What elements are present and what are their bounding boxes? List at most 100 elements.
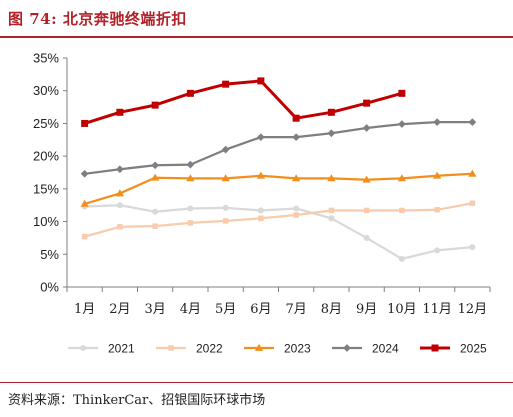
- data-point-2024: [433, 118, 441, 126]
- source-divider: [0, 382, 513, 383]
- data-point-2022: [117, 224, 123, 230]
- data-point-2023: [256, 171, 265, 179]
- series-2025: [81, 77, 406, 127]
- data-point-2021: [293, 205, 300, 212]
- legend-marker-2022: [168, 345, 174, 351]
- data-point-2024: [468, 118, 477, 126]
- data-point-2024: [186, 160, 195, 169]
- x-tick-label: 11月: [422, 302, 452, 317]
- data-point-2022: [81, 233, 88, 240]
- x-tick-label: 1月: [74, 302, 95, 317]
- data-point-2021: [116, 202, 123, 209]
- x-tick-label: 3月: [144, 302, 165, 317]
- data-point-2025: [363, 99, 371, 107]
- y-tick-label: 30%: [33, 83, 59, 98]
- data-point-2023: [362, 175, 371, 183]
- data-point-2021: [152, 208, 159, 215]
- series-2022: [81, 200, 476, 240]
- legend-marker-2024: [343, 344, 351, 352]
- data-point-2022: [293, 212, 299, 218]
- data-point-2024: [292, 133, 300, 142]
- data-point-2023: [292, 174, 301, 182]
- data-point-2023: [80, 199, 89, 207]
- data-point-2022: [258, 215, 264, 222]
- data-point-2021: [469, 244, 476, 251]
- data-point-2025: [116, 108, 124, 116]
- data-point-2024: [398, 120, 406, 128]
- series-line-2022: [84, 202, 473, 238]
- data-point-2021: [222, 204, 229, 211]
- data-point-2024: [80, 169, 89, 178]
- data-point-2024: [362, 124, 371, 132]
- data-point-2022: [363, 207, 370, 214]
- x-tick-label: 12月: [458, 302, 488, 317]
- data-point-2023: [397, 174, 406, 182]
- data-point-2021: [257, 207, 264, 214]
- data-point-2021: [398, 255, 405, 262]
- data-point-2022: [469, 200, 476, 207]
- x-tick-label: 10月: [387, 302, 417, 317]
- data-point-2021: [434, 247, 441, 254]
- legend-label-2022: 2022: [196, 342, 223, 356]
- y-tick-label: 5%: [40, 247, 59, 262]
- data-point-2025: [151, 101, 159, 109]
- x-tick-label: 6月: [250, 302, 271, 317]
- y-tick-label: 0%: [40, 280, 59, 295]
- data-point-2025: [292, 114, 300, 122]
- data-point-2021: [187, 205, 194, 212]
- data-point-2023: [221, 174, 230, 182]
- data-point-2023: [186, 174, 195, 182]
- series-2024: [80, 118, 477, 178]
- legend-label-2021: 2021: [108, 342, 135, 356]
- series-2023: [80, 169, 477, 207]
- series-line-2025: [84, 79, 403, 125]
- data-point-2022: [222, 218, 229, 224]
- data-point-2023: [433, 171, 442, 179]
- data-point-2025: [398, 89, 406, 97]
- data-point-2022: [328, 207, 335, 214]
- data-point-2021: [328, 215, 335, 222]
- data-point-2023: [468, 169, 477, 177]
- data-point-2025: [186, 89, 194, 97]
- data-point-2022: [152, 223, 158, 229]
- series-line-2021: [84, 204, 473, 260]
- y-tick-label: 35%: [33, 51, 59, 66]
- data-point-2023: [151, 173, 160, 181]
- legend-label-2025: 2025: [460, 342, 487, 356]
- legend-marker-2025: [431, 344, 439, 352]
- series-line-2023: [84, 172, 473, 205]
- x-tick-label: 7月: [285, 302, 306, 317]
- data-point-2023: [115, 189, 124, 197]
- legend-marker-2023: [254, 343, 264, 351]
- x-tick-label: 4月: [180, 302, 201, 317]
- legend-label-2023: 2023: [284, 342, 311, 356]
- data-point-2024: [221, 145, 230, 154]
- data-point-2024: [257, 133, 265, 142]
- data-point-2024: [327, 129, 336, 138]
- chart-series: [80, 77, 477, 262]
- data-point-2023: [327, 174, 336, 182]
- y-axis-ticks: 0% 5% 10% 15% 20% 25% 30% 35%: [33, 51, 67, 295]
- data-point-2022: [187, 220, 194, 226]
- x-tick-label: 9月: [356, 302, 377, 317]
- legend-marker-2021: [79, 344, 87, 352]
- x-axis-ticks: 1月 2月 3月 4月 5月 6月 7月 8月 9月 10月 11月 12月: [66, 287, 491, 317]
- title-divider: [0, 36, 513, 38]
- data-point-2024: [151, 161, 159, 170]
- figure-title: 图 74: 北京奔驰终端折扣: [8, 10, 187, 28]
- data-point-2025: [327, 108, 335, 116]
- x-tick-label: 8月: [321, 302, 342, 317]
- data-point-2021: [363, 234, 370, 241]
- data-point-2022: [399, 207, 405, 214]
- x-tick-label: 5月: [215, 302, 236, 317]
- y-tick-label: 25%: [33, 116, 59, 131]
- x-tick-label: 2月: [109, 302, 130, 317]
- data-point-2024: [116, 165, 124, 174]
- chart-legend: 2021 2022 2023 2024 2025: [68, 342, 487, 356]
- series-line-2024: [84, 120, 473, 175]
- discount-line-chart: 0% 5% 10% 15% 20% 25% 30% 35% 1月 2月 3月 4月 5月 6月 7月 8月 9…: [33, 51, 491, 356]
- data-point-2025: [257, 77, 265, 85]
- y-tick-label: 15%: [33, 181, 59, 196]
- data-point-2022: [434, 207, 440, 213]
- y-tick-label: 10%: [33, 214, 59, 229]
